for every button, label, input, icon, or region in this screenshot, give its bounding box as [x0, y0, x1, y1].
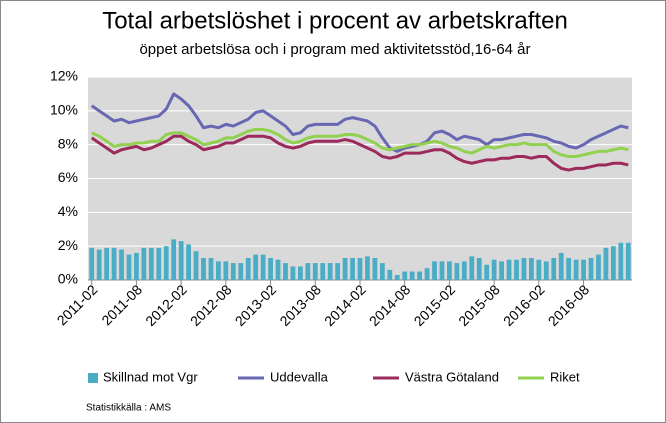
bar	[350, 258, 355, 280]
bar	[603, 247, 609, 280]
bar	[551, 258, 557, 280]
y-tick-label: 10%	[50, 102, 78, 118]
bar	[89, 247, 95, 280]
source: Statistikkälla : AMS	[86, 403, 171, 414]
bar	[335, 263, 341, 280]
bar	[238, 263, 244, 280]
bar	[163, 246, 169, 280]
bar	[141, 247, 147, 280]
y-tick-label: 2%	[58, 237, 78, 253]
bar	[447, 261, 452, 280]
bar	[365, 256, 370, 280]
bar	[171, 239, 177, 280]
y-tick-label: 4%	[58, 203, 78, 219]
bar	[290, 266, 296, 280]
bar	[558, 252, 564, 280]
bar	[394, 274, 400, 280]
legend-label: Riket	[550, 369, 580, 384]
bar	[230, 263, 236, 280]
bar	[417, 271, 423, 280]
bar	[424, 268, 430, 280]
bar	[409, 271, 415, 280]
bar	[506, 259, 512, 280]
y-tick-label: 12%	[50, 68, 78, 84]
bar	[566, 258, 572, 280]
legend-label: Uddevalla	[270, 369, 329, 384]
bar	[543, 261, 549, 280]
bar	[283, 263, 288, 280]
bar	[148, 247, 154, 280]
y-tick-label: 6%	[58, 169, 78, 185]
bar	[402, 271, 408, 280]
bar	[476, 258, 482, 280]
bar	[245, 258, 251, 280]
bar	[491, 259, 497, 280]
chart-subtitle: öppet arbetslösa och i program med aktiv…	[139, 41, 530, 58]
bar	[327, 263, 333, 280]
bar	[499, 261, 504, 280]
bar	[536, 259, 542, 280]
bar	[610, 246, 616, 280]
bar	[625, 242, 631, 280]
bar	[305, 263, 311, 280]
bar	[126, 254, 132, 280]
bar	[484, 264, 490, 280]
bar	[320, 263, 326, 280]
chart-title: Total arbetslöshet i procent av arbetskr…	[102, 7, 568, 34]
bar	[432, 261, 437, 280]
bar	[156, 247, 162, 280]
bar	[439, 261, 445, 280]
bar	[134, 252, 139, 280]
bar	[96, 249, 102, 280]
bar	[387, 269, 393, 280]
bar	[372, 258, 378, 280]
bar	[469, 256, 475, 280]
bar	[119, 249, 124, 280]
bar	[573, 259, 579, 280]
bar	[596, 254, 601, 280]
bar	[379, 263, 385, 280]
y-tick-label: 0%	[58, 271, 78, 287]
bar	[193, 251, 199, 280]
bar	[223, 261, 229, 280]
bar	[275, 259, 281, 280]
bar	[461, 261, 467, 280]
bar	[186, 244, 191, 280]
bar	[454, 263, 460, 280]
bar	[342, 258, 348, 280]
bar	[201, 258, 206, 280]
bar	[297, 266, 303, 280]
y-tick-label: 8%	[58, 135, 78, 151]
bar	[588, 258, 594, 280]
line	[90, 134, 629, 172]
bar	[111, 247, 117, 280]
bar	[357, 258, 363, 280]
bar	[216, 261, 221, 280]
bar	[514, 259, 519, 280]
legend-label: Västra Götaland	[405, 369, 499, 384]
legend-swatch	[88, 373, 98, 383]
bar	[529, 258, 534, 280]
bar	[581, 259, 586, 280]
bar	[312, 263, 318, 280]
bar	[253, 254, 259, 280]
bar	[268, 258, 273, 280]
bar	[521, 258, 527, 280]
line	[90, 92, 629, 153]
bar	[260, 254, 266, 280]
line	[91, 127, 629, 159]
bar	[208, 258, 214, 280]
bar	[618, 242, 624, 280]
bar	[178, 241, 184, 280]
legend-label: Skillnad mot Vgr	[103, 369, 198, 384]
bar	[104, 247, 110, 280]
